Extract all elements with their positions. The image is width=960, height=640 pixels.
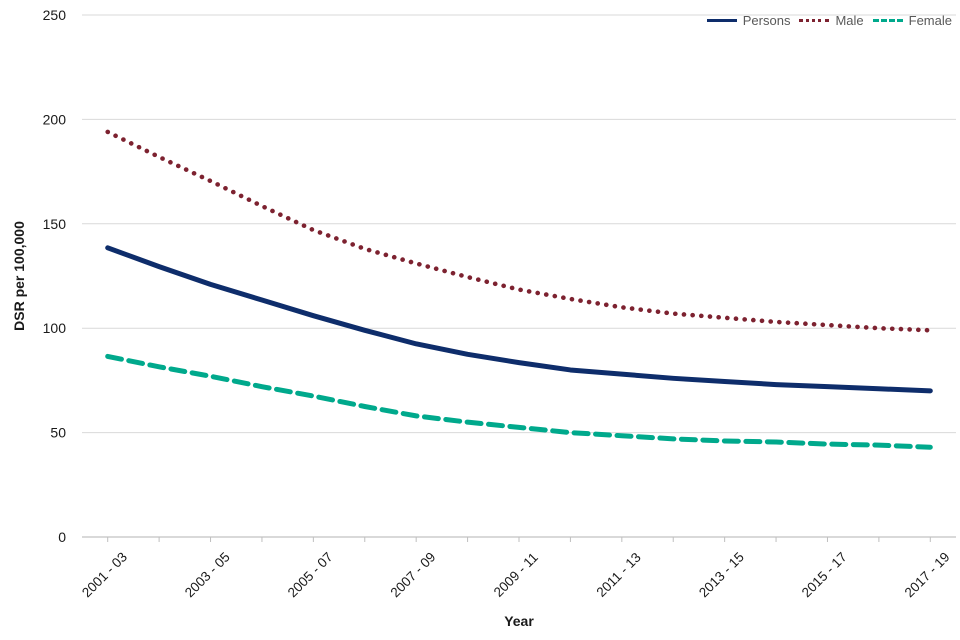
x-tick-label: 2009 - 11 <box>491 550 541 600</box>
female-line-sample <box>872 19 903 22</box>
legend-item-male: Male <box>799 13 864 28</box>
legend: Persons Male Female <box>698 13 952 28</box>
y-tick-label: 50 <box>50 425 66 441</box>
y-tick-label: 0 <box>58 529 66 545</box>
legend-item-female: Female <box>872 13 952 28</box>
legend-label-persons: Persons <box>742 13 791 28</box>
y-tick-label: 100 <box>43 320 67 336</box>
y-tick-label: 200 <box>43 111 67 127</box>
legend-item-persons: Persons <box>706 13 791 28</box>
x-tick-label: 2015 - 17 <box>799 549 850 600</box>
male-line-sample <box>799 19 830 22</box>
y-tick-label: 150 <box>43 216 67 232</box>
x-tick-label: 2005 - 07 <box>285 549 336 600</box>
persons-line-sample <box>706 19 737 22</box>
x-tick-label: 2003 - 05 <box>182 549 233 600</box>
x-axis-title: Year <box>504 613 534 629</box>
series-line-female <box>105 353 933 450</box>
x-tick-label: 2007 - 09 <box>388 549 439 600</box>
x-tick-label: 2011 - 13 <box>594 550 644 600</box>
x-tick-label: 2001 - 03 <box>79 549 130 600</box>
y-axis-title: DSR per 100,000 <box>11 221 27 331</box>
series-line-male <box>105 129 933 333</box>
series-line-persons <box>105 245 933 394</box>
x-tick-label: 2013 - 15 <box>696 549 747 600</box>
y-tick-label: 250 <box>43 7 67 23</box>
legend-label-male: Male <box>835 13 864 28</box>
x-tick-label: 2017 - 19 <box>902 549 953 600</box>
legend-label-female: Female <box>908 13 952 28</box>
